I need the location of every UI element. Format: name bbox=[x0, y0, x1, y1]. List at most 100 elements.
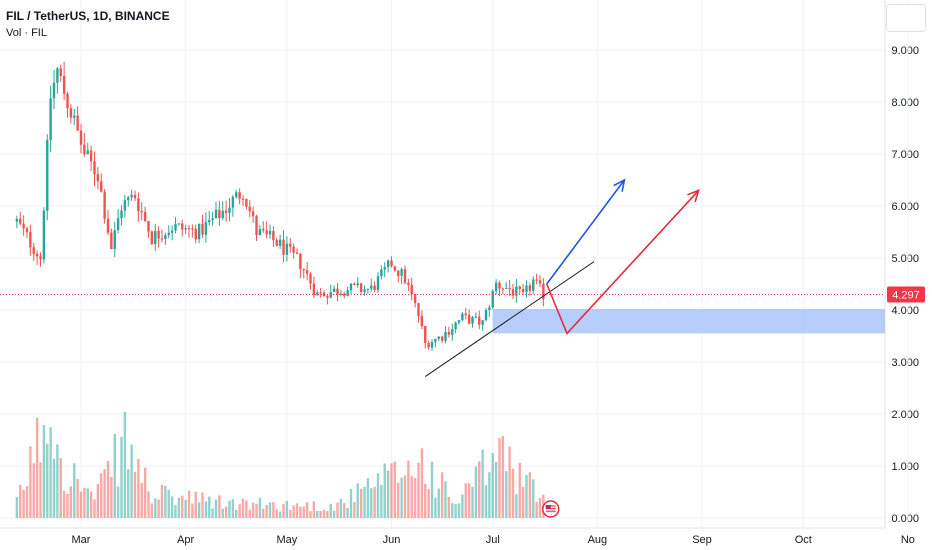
current-price-label: 4.297 bbox=[892, 290, 920, 302]
candle-body bbox=[521, 288, 525, 292]
candle-body bbox=[238, 192, 241, 199]
candle-body bbox=[25, 228, 29, 233]
candle-body bbox=[359, 283, 363, 292]
volume-bar bbox=[19, 484, 22, 518]
candle-body bbox=[289, 243, 292, 247]
volume-bar bbox=[221, 508, 224, 518]
y-tick-label: 3.000 bbox=[891, 357, 919, 369]
candle-body bbox=[76, 115, 79, 131]
x-tick-label: Jul bbox=[486, 534, 500, 546]
candle-body bbox=[444, 332, 447, 341]
volume-bar bbox=[434, 497, 437, 518]
volume-bar bbox=[413, 477, 417, 518]
candle-body bbox=[498, 282, 501, 289]
candle-body bbox=[532, 279, 535, 291]
volume-bar bbox=[241, 498, 245, 518]
volume-bar bbox=[464, 483, 467, 518]
volume-bar bbox=[532, 479, 535, 518]
candle-body bbox=[133, 194, 137, 199]
candle-body bbox=[434, 338, 437, 343]
candle-body bbox=[86, 150, 89, 155]
candle-body bbox=[218, 209, 221, 219]
candle-body bbox=[538, 280, 542, 284]
candle-body bbox=[204, 222, 208, 235]
candle-body bbox=[501, 288, 505, 290]
volume-bar bbox=[478, 461, 481, 518]
x-tick-label: Jun bbox=[383, 534, 401, 546]
volume-bar bbox=[400, 477, 403, 518]
candle-body bbox=[231, 196, 235, 208]
volume-bar bbox=[538, 497, 542, 518]
candle-body bbox=[147, 220, 150, 232]
volume-bar bbox=[397, 482, 400, 518]
volume-bar bbox=[376, 473, 380, 518]
volume-bar bbox=[22, 489, 25, 518]
candle-body bbox=[278, 239, 282, 246]
candle-body bbox=[457, 320, 461, 323]
candle-body bbox=[420, 315, 424, 327]
volume-bar bbox=[211, 508, 214, 518]
candle-body bbox=[177, 223, 181, 225]
volume-bar bbox=[366, 478, 370, 518]
y-tick-label: 6.000 bbox=[891, 201, 919, 213]
volume-bar bbox=[120, 436, 123, 518]
candle-body bbox=[508, 287, 511, 290]
candle-body bbox=[184, 228, 187, 230]
candle-body bbox=[332, 288, 336, 293]
volume-bar bbox=[197, 502, 201, 518]
volume-bar bbox=[73, 463, 76, 518]
volume-bar bbox=[103, 469, 106, 518]
volume-bar bbox=[100, 473, 103, 518]
volume-bar bbox=[427, 488, 430, 518]
volume-bar bbox=[454, 504, 457, 518]
y-tick-label: 7.000 bbox=[891, 149, 919, 161]
volume-bar bbox=[76, 479, 79, 518]
volume-bar bbox=[282, 504, 285, 518]
candle-body bbox=[35, 253, 39, 257]
candle-body bbox=[272, 231, 275, 241]
candle-body bbox=[22, 223, 25, 229]
candle-body bbox=[413, 294, 417, 304]
volume-bar bbox=[339, 498, 343, 518]
candle-body bbox=[201, 223, 204, 235]
volume-bar bbox=[157, 499, 160, 518]
candle-body bbox=[471, 316, 474, 324]
volume-bar bbox=[170, 496, 174, 518]
candle-body bbox=[29, 232, 32, 248]
volume-bar bbox=[383, 463, 386, 518]
volume-bar bbox=[285, 500, 289, 518]
volume-bar bbox=[424, 483, 427, 518]
volume-bar bbox=[265, 505, 268, 518]
candle-body bbox=[447, 332, 451, 335]
candle-body bbox=[39, 256, 42, 260]
volume-bar bbox=[251, 502, 255, 518]
candle-body bbox=[170, 230, 174, 233]
candle-body bbox=[130, 194, 133, 198]
y-tick-label: 4.000 bbox=[891, 305, 919, 317]
volume-bar bbox=[130, 444, 133, 518]
volume-bar bbox=[447, 496, 451, 518]
candle-body bbox=[197, 223, 201, 240]
candle-body bbox=[211, 218, 214, 221]
volume-bar bbox=[349, 488, 353, 518]
volume-legend[interactable]: Vol · FIL bbox=[6, 27, 47, 39]
candle-body bbox=[275, 240, 278, 246]
candle-body bbox=[370, 285, 373, 289]
chart-settings-button[interactable] bbox=[886, 4, 926, 32]
volume-bar bbox=[245, 500, 248, 518]
volume-bar bbox=[160, 485, 164, 518]
candle-body bbox=[305, 270, 309, 274]
y-tick-label: 5.000 bbox=[891, 253, 919, 265]
volume-bar bbox=[437, 488, 440, 518]
blue-arrow-head bbox=[613, 178, 626, 192]
symbol-title[interactable]: FIL / TetherUS, 1D, BINANCE bbox=[6, 9, 170, 23]
volume-bar bbox=[494, 461, 498, 518]
candle-body bbox=[373, 285, 376, 290]
volume-bar bbox=[258, 497, 262, 518]
candle-body bbox=[208, 220, 211, 223]
trendline bbox=[424, 261, 595, 377]
volume-bar bbox=[123, 411, 127, 518]
volume-bar bbox=[113, 433, 116, 518]
candle-body bbox=[542, 283, 545, 300]
